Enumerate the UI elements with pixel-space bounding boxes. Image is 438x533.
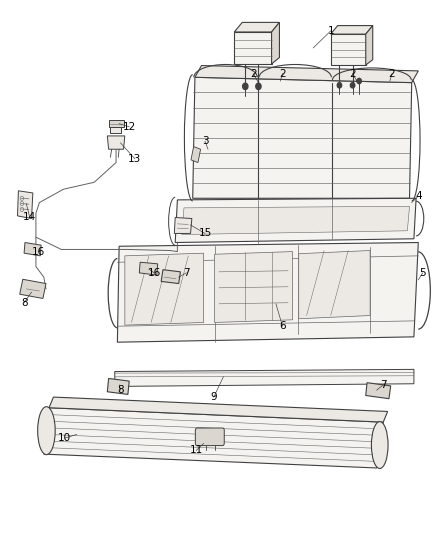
Polygon shape: [125, 253, 204, 325]
Polygon shape: [18, 191, 33, 219]
Text: 2: 2: [250, 69, 257, 78]
Polygon shape: [299, 251, 370, 319]
Text: 11: 11: [190, 446, 203, 455]
Polygon shape: [109, 120, 124, 127]
Polygon shape: [115, 369, 414, 386]
Polygon shape: [191, 147, 201, 163]
Polygon shape: [234, 22, 279, 32]
Text: 4: 4: [415, 191, 422, 201]
Circle shape: [337, 83, 342, 88]
Polygon shape: [110, 127, 121, 133]
Polygon shape: [193, 77, 412, 198]
Circle shape: [243, 83, 248, 90]
Text: 2: 2: [389, 69, 396, 78]
Text: 13: 13: [128, 154, 141, 164]
Text: 12: 12: [123, 122, 136, 132]
Text: 16: 16: [32, 247, 45, 256]
Polygon shape: [195, 66, 418, 83]
Text: 5: 5: [419, 268, 426, 278]
Ellipse shape: [38, 407, 55, 455]
Polygon shape: [44, 408, 383, 468]
Polygon shape: [161, 270, 180, 284]
Polygon shape: [24, 243, 41, 256]
Text: 16: 16: [148, 268, 161, 278]
Text: 2: 2: [279, 69, 286, 78]
Circle shape: [357, 78, 361, 84]
Ellipse shape: [371, 422, 388, 469]
Text: 7: 7: [183, 268, 190, 278]
Polygon shape: [182, 206, 410, 235]
Polygon shape: [331, 34, 366, 65]
Polygon shape: [366, 26, 373, 65]
Polygon shape: [107, 378, 129, 394]
Polygon shape: [175, 198, 416, 243]
Polygon shape: [234, 32, 272, 64]
Text: 10: 10: [58, 433, 71, 443]
FancyBboxPatch shape: [195, 428, 224, 446]
Polygon shape: [107, 136, 125, 149]
Circle shape: [256, 83, 261, 90]
Text: 3: 3: [201, 136, 208, 146]
Polygon shape: [49, 397, 388, 422]
Text: 1: 1: [327, 26, 334, 36]
Polygon shape: [139, 262, 158, 275]
Text: 7: 7: [380, 380, 387, 390]
Polygon shape: [331, 26, 373, 34]
Text: 8: 8: [21, 298, 28, 308]
Polygon shape: [215, 252, 293, 322]
Text: 15: 15: [198, 229, 212, 238]
Text: 8: 8: [117, 385, 124, 395]
Text: 14: 14: [23, 213, 36, 222]
Polygon shape: [117, 243, 418, 342]
Polygon shape: [174, 217, 192, 233]
Circle shape: [350, 83, 355, 88]
Text: 2: 2: [349, 69, 356, 78]
Text: 6: 6: [279, 321, 286, 331]
Polygon shape: [366, 383, 391, 399]
Text: 9: 9: [210, 392, 217, 402]
Polygon shape: [20, 279, 46, 298]
Polygon shape: [272, 22, 279, 64]
